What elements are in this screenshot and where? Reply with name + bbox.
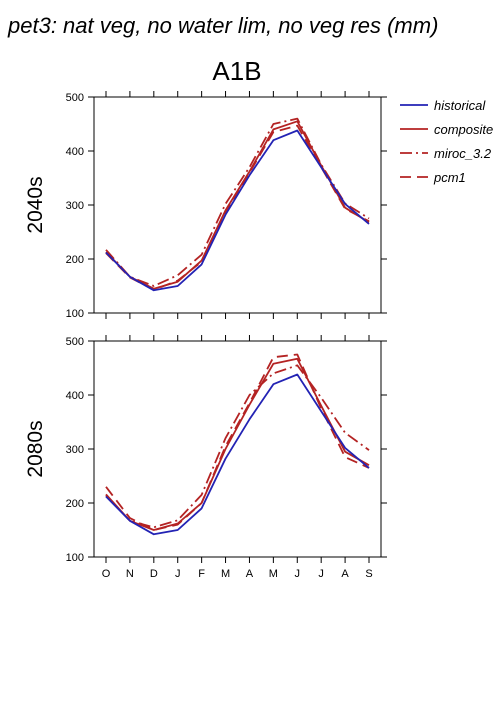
series-line-pcm1 — [105, 353, 370, 531]
legend-item: historical — [400, 98, 486, 113]
legend-label: pcm1 — [433, 170, 466, 185]
x-tick-label: N — [126, 568, 134, 580]
panel-2080s: 100 200 300 400 500 O N D J F M A M J J A S 2080s — [24, 335, 387, 580]
y-tick-label: 100 — [66, 308, 84, 320]
series-line-historical — [105, 373, 370, 536]
series-line-miroc-3-2 — [105, 117, 370, 287]
y-tick-label: 400 — [66, 390, 84, 402]
series-line-pcm1 — [105, 124, 370, 291]
legend-label: historical — [434, 98, 486, 113]
x-tick-label: J — [295, 568, 301, 580]
y-tick-label: 100 — [66, 552, 84, 564]
panel-2040s: 100 200 300 400 500 2040s — [24, 91, 387, 320]
y-tick-label: 300 — [66, 200, 84, 212]
y-tick-label: 400 — [66, 146, 84, 158]
x-tick-label: A — [341, 568, 349, 580]
series-line-composite — [105, 120, 370, 290]
y-tick-label: 200 — [66, 498, 84, 510]
series-line-miroc-3-2 — [105, 364, 370, 529]
panel-label: 2080s — [24, 420, 47, 477]
panels: 100 200 300 400 500 2040s 100 200 300 400 500 O N D J F… — [24, 91, 387, 580]
series-line-historical — [105, 129, 370, 292]
legend-label: miroc_3.2 — [434, 146, 492, 161]
x-tick-label: S — [365, 568, 372, 580]
legend-label: composite — [434, 122, 493, 137]
legend-item: composite — [400, 122, 493, 137]
x-tick-label: J — [175, 568, 181, 580]
x-tick-label: M — [221, 568, 230, 580]
y-tick-label: 500 — [66, 92, 84, 104]
y-tick-label: 500 — [66, 336, 84, 348]
y-tick-label: 200 — [66, 254, 84, 266]
x-tick-label: O — [102, 568, 111, 580]
x-tick-label: D — [150, 568, 158, 580]
x-tick-label: F — [198, 568, 205, 580]
x-tick-label: A — [246, 568, 254, 580]
chart-subtitle: A1B — [212, 56, 261, 86]
panel-label: 2040s — [24, 176, 47, 233]
x-tick-label: M — [269, 568, 278, 580]
y-tick-label: 300 — [66, 444, 84, 456]
x-tick-label: J — [318, 568, 324, 580]
chart-title: pet3: nat veg, no water lim, no veg res … — [7, 13, 438, 38]
legend: historical composite miroc_3.2 pcm1 — [400, 98, 493, 185]
legend-item: pcm1 — [400, 170, 466, 185]
legend-item: miroc_3.2 — [400, 146, 492, 161]
series-line-composite — [105, 357, 370, 531]
